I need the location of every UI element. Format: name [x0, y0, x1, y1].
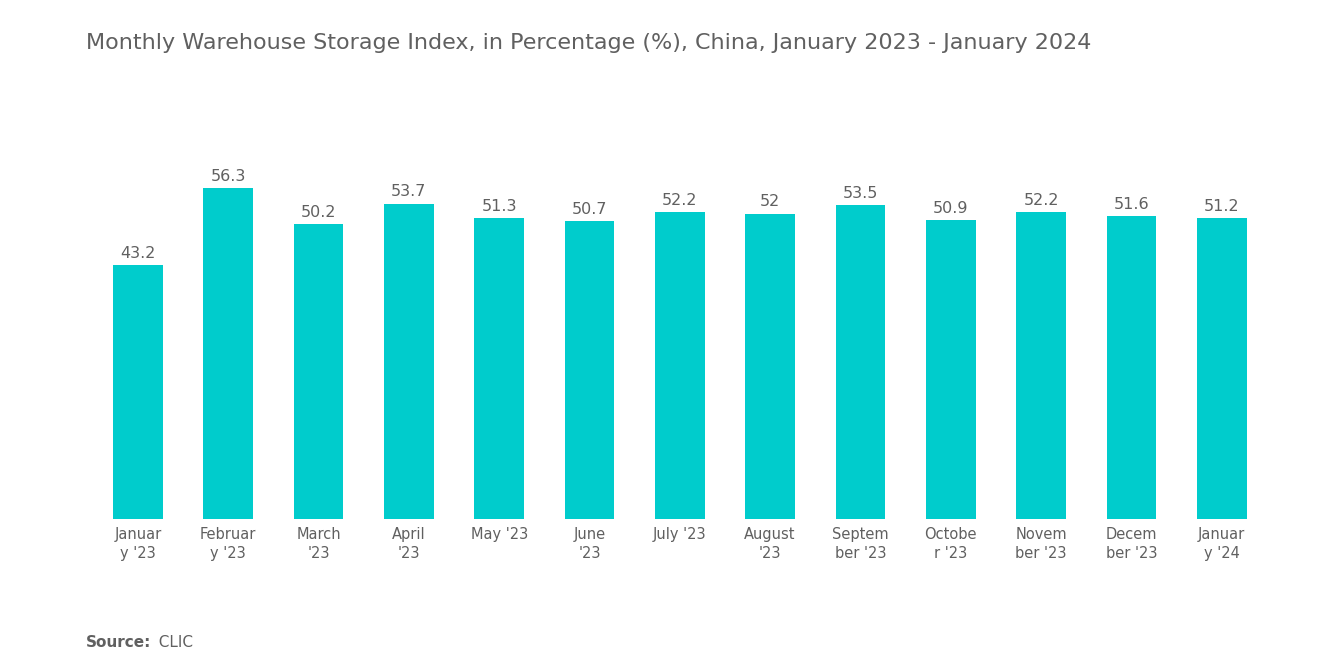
Text: 53.7: 53.7	[391, 184, 426, 200]
Bar	[1197, 218, 1246, 519]
Text: Source:: Source:	[86, 635, 152, 650]
Text: 52.2: 52.2	[1023, 194, 1059, 208]
Text: 52: 52	[760, 194, 780, 209]
Bar	[1106, 216, 1156, 519]
Text: CLIC: CLIC	[149, 635, 193, 650]
Text: 43.2: 43.2	[120, 246, 156, 261]
Bar	[655, 212, 705, 519]
Bar	[565, 221, 614, 519]
Bar	[925, 220, 975, 519]
Text: 50.9: 50.9	[933, 201, 969, 216]
Bar	[746, 213, 795, 519]
Bar	[384, 203, 434, 519]
Bar	[293, 224, 343, 519]
Text: 50.2: 50.2	[301, 205, 337, 220]
Text: 56.3: 56.3	[210, 170, 246, 184]
Text: 52.2: 52.2	[663, 194, 697, 208]
Text: 50.7: 50.7	[572, 202, 607, 217]
Bar	[1016, 212, 1065, 519]
Bar	[114, 265, 162, 519]
Text: 51.3: 51.3	[482, 199, 517, 213]
Text: 51.2: 51.2	[1204, 200, 1239, 214]
Bar	[203, 188, 253, 519]
Text: 53.5: 53.5	[842, 186, 878, 201]
Text: 51.6: 51.6	[1114, 197, 1150, 212]
Text: Monthly Warehouse Storage Index, in Percentage (%), China, January 2023 - Januar: Monthly Warehouse Storage Index, in Perc…	[86, 33, 1092, 53]
Bar	[474, 217, 524, 519]
Bar	[836, 205, 886, 519]
